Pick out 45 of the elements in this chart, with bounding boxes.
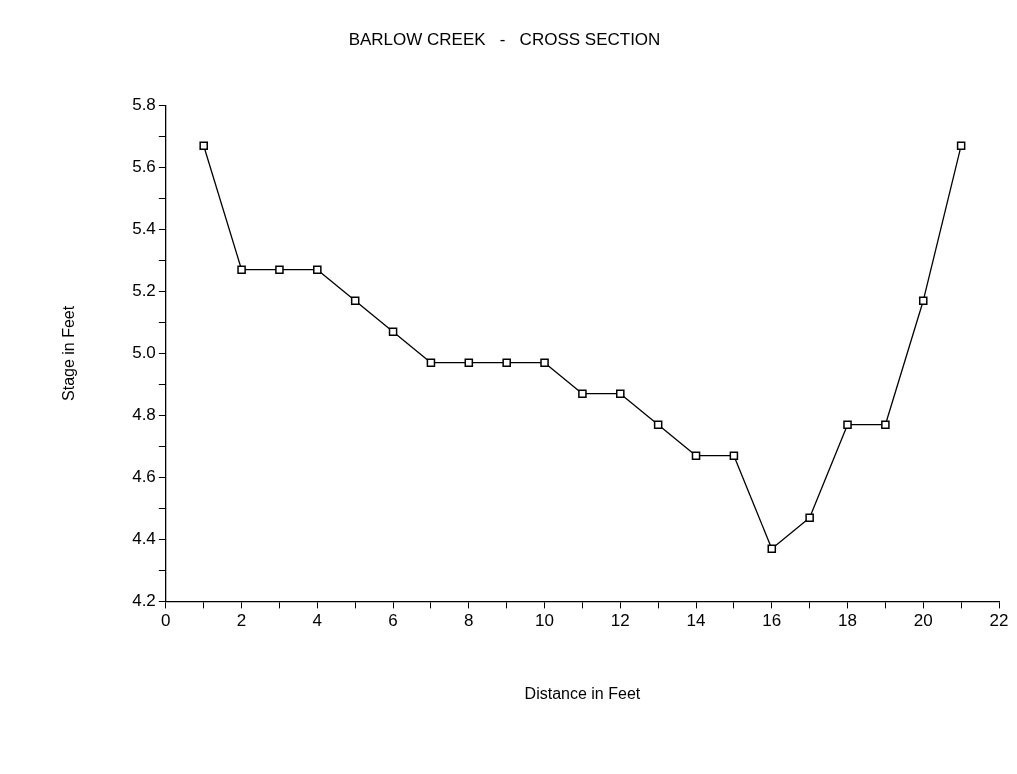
point — [426, 358, 436, 367]
point — [918, 296, 928, 305]
point — [843, 420, 852, 429]
y-tick-label: 4.6 — [132, 467, 156, 487]
x-tick-label: 10 — [535, 611, 555, 631]
x-tick-label: 8 — [464, 611, 474, 631]
point — [275, 265, 284, 274]
point — [464, 358, 474, 367]
point — [767, 544, 777, 553]
x-tick-label: 14 — [686, 611, 706, 631]
point — [237, 265, 246, 274]
x-tick-label: 12 — [610, 611, 630, 631]
x-tick-label: 2 — [236, 611, 247, 631]
point — [540, 358, 549, 367]
point — [805, 513, 814, 522]
chart-title: BARLOW CREEK - CROSS SECTION — [348, 29, 661, 49]
y-tick-label: 5.0 — [132, 343, 156, 363]
y-tick-label: 4.4 — [132, 529, 156, 549]
point — [956, 141, 966, 150]
y-tick-label: 5.8 — [132, 95, 156, 115]
y-tick-label: 5.2 — [132, 281, 156, 301]
x-tick-label: 6 — [388, 611, 398, 631]
point — [388, 327, 398, 336]
point — [691, 451, 701, 460]
x-tick-label: 20 — [913, 611, 933, 631]
x-tick-label: 0 — [161, 611, 171, 631]
x-tick-label: 18 — [838, 611, 857, 631]
y-tick-label: 4.8 — [132, 405, 156, 425]
x-tick-label: 4 — [312, 611, 323, 631]
y-tick-label: 5.6 — [132, 157, 156, 177]
x-tick-label: 16 — [762, 611, 782, 631]
point — [653, 420, 663, 429]
x-tick-label: 22 — [989, 611, 1009, 631]
point — [881, 420, 890, 429]
point — [313, 265, 322, 274]
point — [729, 451, 739, 460]
x-axis-title: Distance in Feet — [524, 684, 641, 702]
y-axis-title: Stage in Feet — [60, 305, 78, 401]
point — [502, 358, 511, 367]
point — [350, 296, 360, 305]
y-tick-label: 4.2 — [132, 591, 156, 611]
point — [199, 141, 208, 150]
y-tick-label: 5.4 — [132, 219, 156, 239]
point — [616, 389, 625, 398]
point — [578, 389, 587, 398]
